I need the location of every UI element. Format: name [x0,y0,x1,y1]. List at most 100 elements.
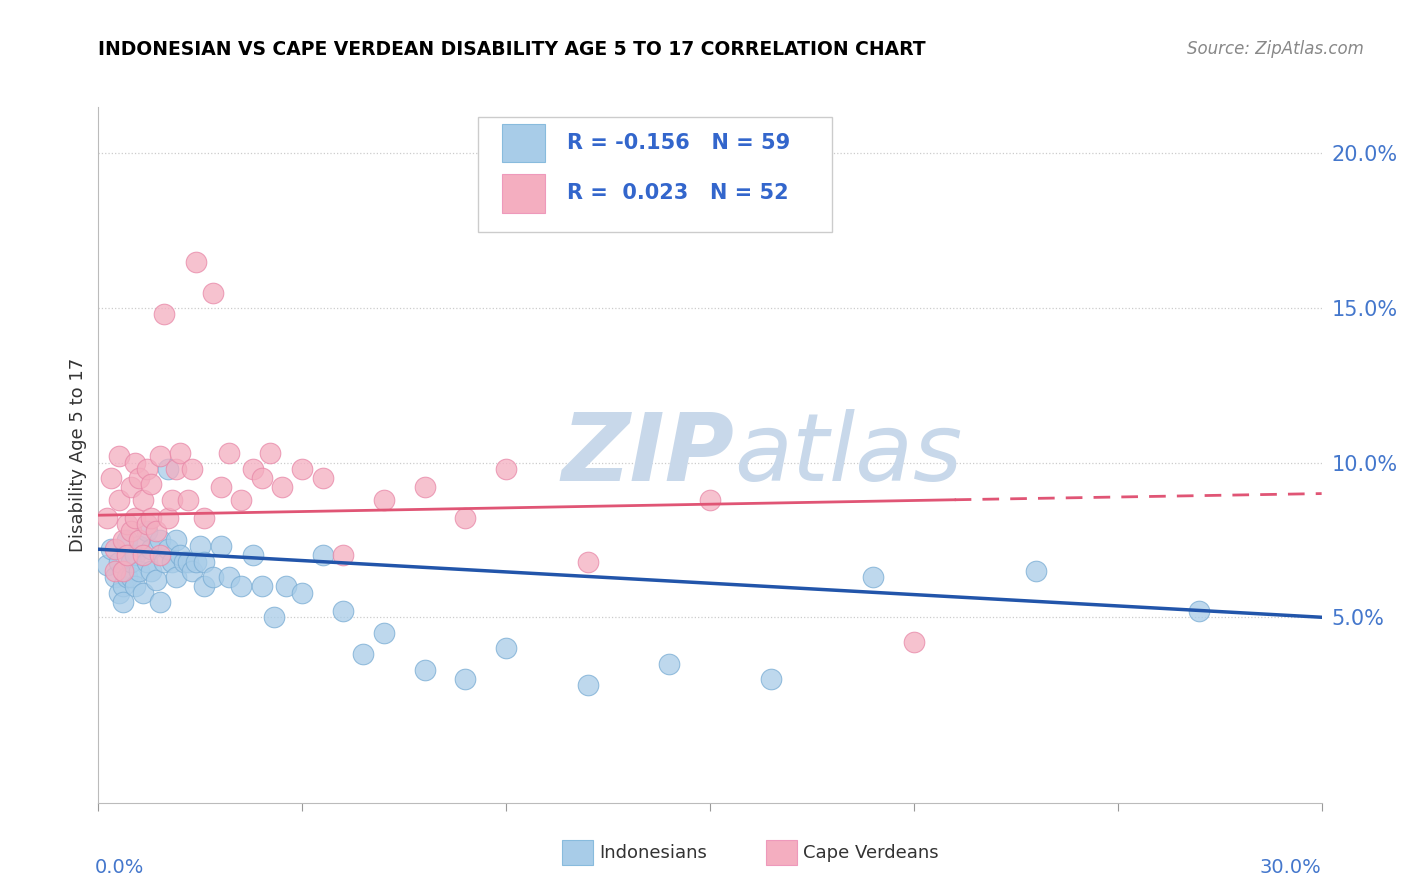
Point [270,480,294,494]
Point [177,492,200,507]
Point [111,595,134,609]
Point [124,511,146,525]
Point [231,492,253,507]
Point [145,573,167,587]
Point [128,564,150,578]
Point [152,307,174,321]
Point [373,492,395,507]
Y-axis label: Disability Age 5 to 17: Disability Age 5 to 17 [69,358,87,552]
Point [209,539,232,553]
FancyBboxPatch shape [478,118,832,232]
Point [332,604,354,618]
Text: Indonesians: Indonesians [599,844,707,862]
Point [263,610,285,624]
FancyBboxPatch shape [502,174,546,212]
Point [136,555,159,569]
Point [332,549,354,563]
Text: 30.0%: 30.0% [1260,858,1322,878]
Point [136,524,159,538]
Point [209,480,232,494]
Point [454,511,477,525]
Point [115,570,138,584]
Point [149,595,172,609]
Point [699,492,721,507]
Point [120,555,142,569]
Point [108,450,131,464]
Point [156,462,179,476]
Point [291,462,314,476]
Point [312,549,335,563]
Point [165,570,187,584]
Point [250,579,273,593]
Point [186,254,208,268]
Point [120,524,142,538]
Point [120,480,142,494]
Point [193,579,215,593]
Point [160,555,183,569]
Point [104,542,127,557]
Point [111,564,134,578]
Point [165,462,187,476]
Point [576,555,599,569]
Point [136,462,159,476]
Point [250,471,273,485]
Point [149,533,172,547]
Point [124,456,146,470]
Point [454,672,477,686]
Point [128,471,150,485]
Point [242,549,264,563]
Point [132,585,155,599]
Point [141,477,163,491]
Point [141,542,163,557]
Point [156,511,179,525]
Point [169,549,191,563]
Point [145,524,167,538]
Point [658,657,681,671]
Point [231,579,253,593]
Point [259,446,281,460]
Point [124,549,146,563]
Point [108,585,131,599]
Point [120,570,142,584]
Text: Cape Verdeans: Cape Verdeans [803,844,938,862]
Point [242,462,264,476]
Point [111,579,134,593]
Point [156,542,179,557]
Point [193,511,215,525]
Point [181,462,204,476]
Text: 0.0%: 0.0% [94,858,143,878]
Point [108,555,131,569]
Point [108,492,131,507]
Point [128,539,150,553]
Point [201,570,224,584]
Point [100,542,122,557]
Point [149,549,172,563]
Point [100,471,122,485]
Point [312,471,335,485]
Point [201,285,224,300]
Point [160,492,183,507]
Point [104,570,127,584]
Point [1188,604,1211,618]
Point [132,492,155,507]
Point [373,625,395,640]
Text: R =  0.023   N = 52: R = 0.023 N = 52 [567,184,789,203]
Point [128,533,150,547]
Point [193,555,215,569]
Point [115,533,138,547]
Point [274,579,297,593]
Point [495,641,517,656]
Text: INDONESIAN VS CAPE VERDEAN DISABILITY AGE 5 TO 17 CORRELATION CHART: INDONESIAN VS CAPE VERDEAN DISABILITY AG… [98,40,927,59]
Point [218,446,240,460]
Point [149,450,172,464]
Text: atlas: atlas [734,409,963,500]
Point [177,555,200,569]
Point [352,648,374,662]
Point [96,558,118,572]
Point [173,555,195,569]
Text: ZIP: ZIP [561,409,734,501]
Point [218,570,240,584]
Point [115,549,138,563]
Point [291,585,314,599]
Point [188,539,212,553]
